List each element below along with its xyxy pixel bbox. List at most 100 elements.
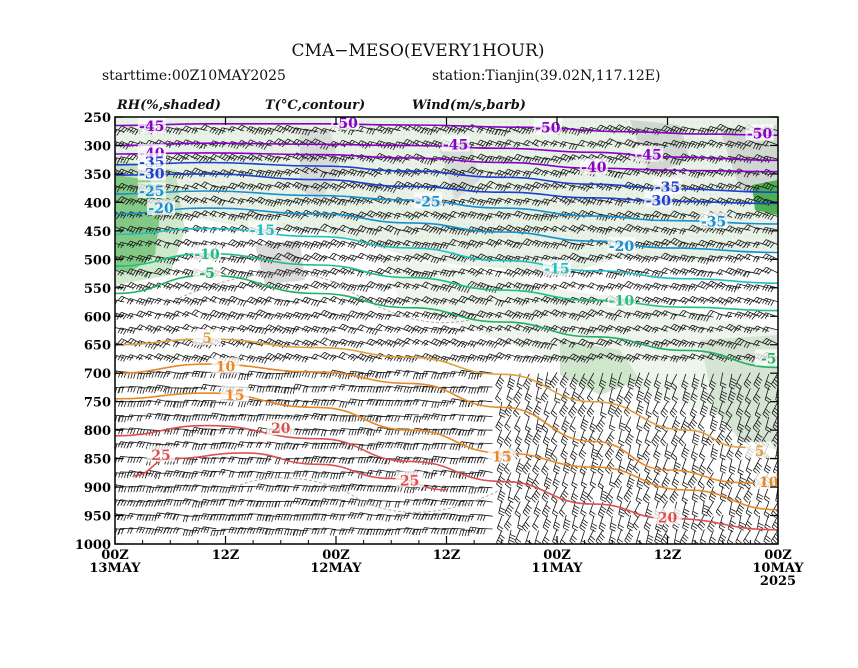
wind-barb: [645, 530, 654, 544]
wind-barb: [669, 323, 687, 333]
wind-barb: [458, 340, 475, 349]
wind-barb: [115, 358, 116, 360]
wind-barb: [670, 157, 686, 166]
wind-barb: [577, 400, 587, 417]
wind-barb: [356, 182, 373, 190]
wind-barb: [311, 513, 327, 521]
wind-barb: [375, 528, 392, 536]
wind-barb: [115, 472, 125, 479]
wind-barb: [669, 282, 687, 292]
wind-barb: [136, 485, 152, 492]
wind-barb: [412, 442, 429, 450]
wind-barb: [430, 297, 447, 306]
temperature-contour-labels: -50-50-50-45-45-45-40-40-35-35-30-30-25-…: [137, 117, 778, 526]
contour-label-bg: [653, 508, 682, 525]
wind-barb: [709, 415, 718, 432]
wind-barb: [504, 127, 521, 134]
wind-barb: [561, 472, 569, 489]
wind-barb: [587, 197, 604, 205]
wind-barb: [292, 267, 309, 276]
wind-barb: [366, 254, 383, 263]
wind-barb: [115, 443, 116, 445]
y-tick-label: 900: [84, 481, 111, 496]
wind-barb: [449, 227, 465, 236]
wind-barb: [366, 227, 383, 236]
wind-barb: [136, 514, 152, 521]
wind-barb: [718, 472, 726, 489]
wind-barb: [118, 416, 134, 423]
wind-barb: [498, 500, 506, 517]
wind-barb: [660, 430, 668, 447]
wind-barb: [246, 324, 263, 334]
wind-barb: [366, 414, 383, 422]
wind-barb: [615, 445, 625, 462]
wind-barb: [728, 458, 736, 475]
wind-barb: [716, 123, 733, 133]
wind-barb: [412, 181, 429, 190]
wind-barb: [127, 441, 143, 448]
wind-barb: [679, 196, 696, 206]
wind-barb: [688, 211, 705, 221]
wind-barb: [521, 515, 530, 532]
wind-barb: [458, 155, 475, 164]
wind-barb: [402, 211, 420, 221]
wind-barb: [633, 310, 650, 320]
wind-barb: [301, 339, 318, 349]
wind-barb: [477, 386, 493, 393]
wind-barb: [762, 266, 778, 275]
wind-barb: [724, 473, 735, 490]
wind-barb: [319, 309, 337, 319]
wind-barb: [301, 196, 318, 205]
wind-barb: [449, 386, 465, 394]
wind-barb: [643, 472, 653, 489]
wind-barb: [366, 469, 383, 477]
wind-barb: [117, 327, 134, 335]
wind-barb: [550, 337, 567, 345]
wind-barb: [495, 325, 512, 332]
wind-barb: [412, 325, 429, 335]
contour-label: 25: [151, 448, 170, 464]
wind-barb: [697, 472, 705, 489]
wind-barb: [384, 283, 401, 290]
wind-barb: [274, 181, 291, 191]
wind-barb: [632, 514, 641, 531]
wind-barb: [688, 170, 705, 179]
wind-barb: [559, 326, 576, 334]
wind-barb: [115, 301, 116, 303]
wind-barb: [366, 386, 383, 393]
wind-barb: [402, 138, 420, 147]
wind-barb: [237, 413, 254, 421]
wind-barb: [697, 269, 714, 278]
wind-barb: [182, 515, 198, 523]
wind-barb: [688, 255, 705, 263]
wind-barb: [589, 471, 597, 488]
wind-barb: [596, 153, 613, 163]
wind-barb: [550, 444, 558, 461]
wind-barb: [698, 458, 707, 475]
contour-label-bg: [193, 264, 222, 281]
wind-barb: [329, 485, 346, 493]
wind-barb: [670, 255, 687, 263]
wind-barb: [623, 387, 634, 404]
wind-barb: [761, 182, 778, 191]
wind-barb: [357, 484, 373, 492]
wind-barb: [200, 354, 217, 363]
wind-barb: [494, 239, 512, 246]
wind-barb: [476, 169, 493, 177]
wind-barb: [115, 386, 125, 394]
wind-barb: [587, 309, 604, 317]
contour-label: -45: [636, 148, 661, 164]
wind-barb: [182, 484, 198, 492]
wind-barb: [421, 311, 438, 320]
wind-barb: [218, 353, 235, 362]
wind-barb: [118, 486, 134, 493]
wind-barb: [736, 416, 745, 433]
wind-barb: [706, 326, 723, 333]
wind-barb: [645, 401, 652, 418]
wind-barb: [173, 500, 189, 507]
wind-barb: [339, 372, 355, 380]
wind-barb: [531, 181, 548, 190]
wind-barb: [264, 169, 281, 178]
wind-barb: [292, 311, 309, 321]
wind-barb: [551, 487, 558, 504]
